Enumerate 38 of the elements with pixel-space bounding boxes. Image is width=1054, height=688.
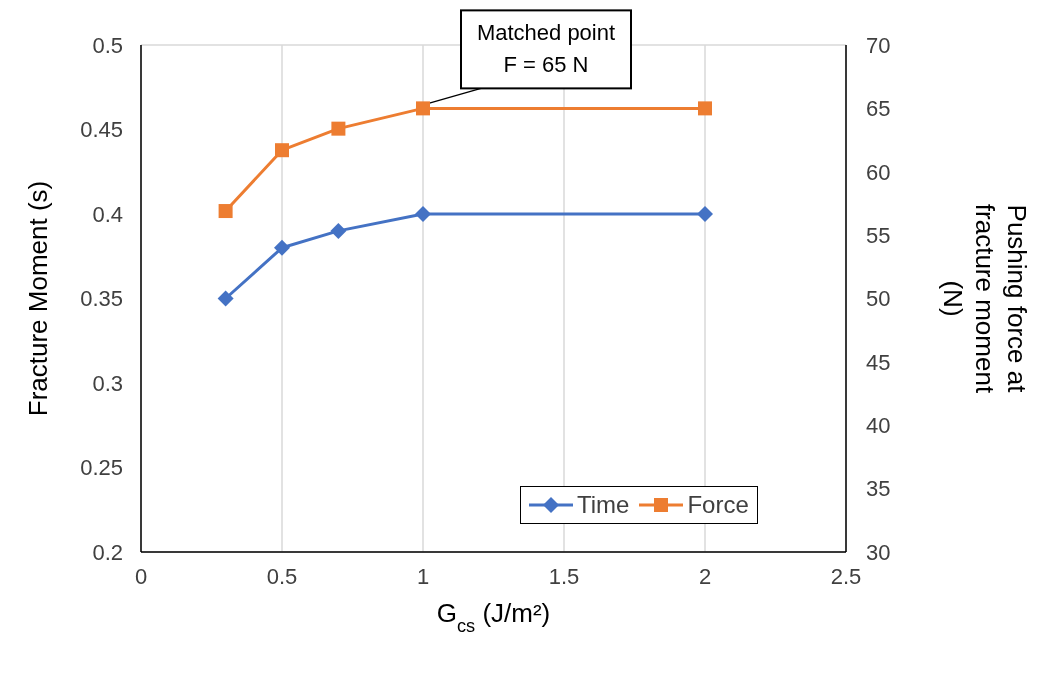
point <box>274 239 290 256</box>
point <box>330 222 347 239</box>
y2-tick-label: 70 <box>866 32 891 58</box>
y2-tick-label: 35 <box>866 476 891 502</box>
y2-tick-label: 40 <box>866 413 891 439</box>
legend-label: Force <box>687 491 749 519</box>
y-tick-label: 0.25 <box>80 455 123 481</box>
x-tick-label: 0 <box>134 563 148 589</box>
y2-tick-label: 65 <box>866 96 891 122</box>
y-tick-label: 0.4 <box>92 201 123 227</box>
y2-tick-label: 30 <box>866 539 891 565</box>
y2-tick-label: 45 <box>866 349 891 375</box>
x-tick-label: 2 <box>698 563 712 589</box>
legend-label: Time <box>577 491 630 519</box>
point <box>697 206 713 222</box>
annotation: Matched point F = 65 N <box>476 20 616 78</box>
y2-axis-title: Pushing force at fracture moment (N) <box>938 203 1032 394</box>
point <box>698 101 712 116</box>
y-tick-label: 0.35 <box>80 286 123 312</box>
y2-tick-label: 60 <box>866 159 891 185</box>
point <box>331 121 346 136</box>
point <box>415 206 431 222</box>
point <box>416 101 430 116</box>
x-tick-label: 1.5 <box>548 563 580 589</box>
x-tick-label: 1 <box>416 563 430 589</box>
point <box>218 204 233 219</box>
y-tick-label: 0.3 <box>92 370 123 396</box>
y2-tick-label: 50 <box>866 286 891 312</box>
x-axis-title: G$_{cs}$ (J/m²) <box>436 598 551 636</box>
y-axis-title: Fracture Moment (s) <box>23 180 53 417</box>
y-tick-label: 0.2 <box>92 539 123 565</box>
point <box>275 143 289 158</box>
point <box>217 290 234 307</box>
y-tick-label: 0.5 <box>92 32 123 58</box>
x-tick-label: 0.5 <box>266 563 298 589</box>
y2-tick-label: 55 <box>866 222 891 248</box>
x-tick-label: 2.5 <box>830 563 862 589</box>
y-tick-label: 0.45 <box>80 117 123 143</box>
